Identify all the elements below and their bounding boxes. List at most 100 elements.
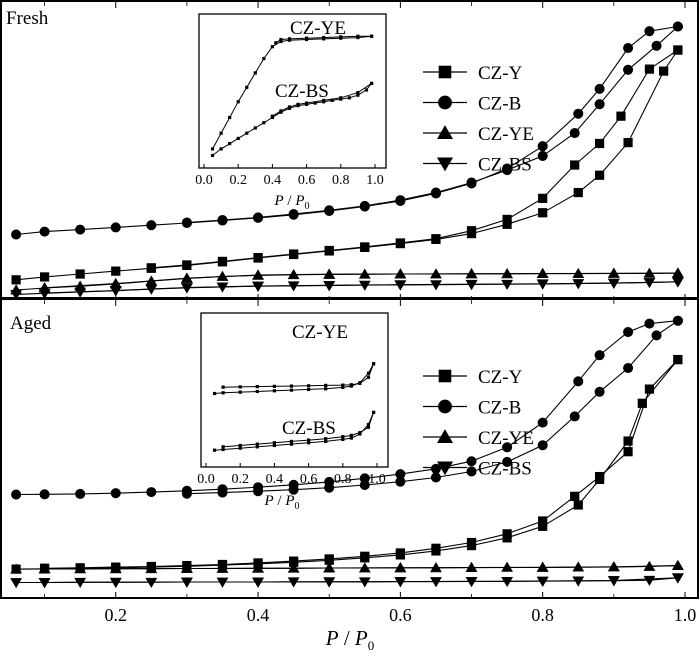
- fresh-cz-b-desorption-point-0: [672, 21, 683, 32]
- aged-plot-area: [10, 315, 684, 589]
- fresh-cz-y-desorption-point-11: [324, 245, 334, 256]
- aged-inset-cz-ye-desorption-point-5: [324, 383, 328, 387]
- fresh-legend-marker-cz-ye: [436, 125, 454, 139]
- aged-cz-bs-desorption-point-8: [109, 577, 122, 588]
- aged-inset-cz-ye-desorption-point-0: [371, 362, 376, 366]
- aged-cz-bs-adsorption-point-8: [287, 577, 300, 588]
- aged-cz-b-desorption-point-4: [569, 411, 580, 422]
- fresh-inset-cz-bs-adsorption-point-2: [228, 142, 232, 146]
- fresh-cz-y-desorption-point-7: [466, 226, 477, 236]
- aged-cz-bs-adsorption-point-10: [358, 577, 371, 588]
- aged-cz-ye-adsorption-point-10: [358, 562, 371, 573]
- aged-cz-ye-adsorption-point-16: [572, 561, 585, 572]
- aged-cz-bs-desorption-point-2: [536, 576, 549, 587]
- fresh-legend-marker-cz-y: [438, 65, 452, 79]
- aged-inset-cz-ye-desorption-point-6: [307, 384, 311, 388]
- aged-inset-cz-bs-desorption-point-9: [255, 442, 259, 446]
- fresh-cz-bs-desorption-point-2: [536, 279, 549, 290]
- fresh-cz-y-adsorption-point-18: [623, 138, 633, 148]
- fresh-inset-xtick-label-2: 0.4: [264, 173, 282, 188]
- fresh-legend-label-cz-bs: CZ-BS: [478, 155, 532, 176]
- aged-cz-bs-adsorption-point-16: [572, 576, 585, 587]
- fresh-inset-xtick-label-5: 1.0: [366, 173, 384, 188]
- fresh-cz-bs-adsorption-point-2: [74, 287, 87, 298]
- fresh-inset-cz-ye-adsorption-point-7: [270, 45, 274, 49]
- aged-panel-frame: [0, 298, 699, 599]
- aged-cz-y-adsorption-point-16: [573, 500, 583, 510]
- aged-inset-cz-bs-adsorption-point-2: [238, 446, 242, 450]
- aged-inset-label-cz-ye: CZ-YE: [292, 322, 348, 343]
- aged-legend-marker-cz-ye: [436, 429, 454, 444]
- fresh-cz-bs-desorption-point-7: [180, 283, 193, 294]
- aged-inset-cz-ye-adsorption-point-0: [212, 391, 217, 396]
- aged-inset-cz-ye-desorption-point-7: [289, 384, 294, 388]
- fresh-inset-cz-ye-desorption-point-4: [305, 36, 309, 40]
- fresh-cz-bs-desorption-point-5: [323, 280, 336, 292]
- fresh-cz-b-desorption-point-11: [324, 205, 335, 216]
- fresh-cz-y-desorption-point-0: [673, 45, 683, 55]
- aged-inset-cz-bs-adsorption-point-6: [307, 441, 311, 445]
- aged-cz-bs-adsorption-point-6: [216, 577, 229, 588]
- fresh-cz-ye-desorption-point-1: [607, 267, 620, 278]
- aged-cz-bs-desorption-point-4: [394, 577, 407, 588]
- aged-inset: CZ-YE CZ-BS 0.0 0.2 0.4 0.6 0.8 1.0 P / P0: [197, 312, 389, 512]
- fresh-legend-label-cz-b: CZ-B: [478, 94, 521, 115]
- fresh-cz-ye-desorption-point-3: [465, 268, 478, 279]
- fresh-cz-y-desorption-point-12: [289, 249, 299, 259]
- fresh-panel-label: Fresh: [6, 8, 49, 29]
- fresh-cz-b-desorption-point-3: [594, 99, 605, 110]
- fresh-inset-cz-ye-desorption-point-0: [369, 34, 374, 38]
- fresh-inset-xlabel-sub: 0: [305, 201, 310, 212]
- fresh-cz-bs-adsorption-point-0: [10, 290, 23, 301]
- fresh-cz-ye-adsorption-point-18: [643, 267, 656, 278]
- fresh-inset-cz-bs-desorption-point-3: [322, 98, 326, 103]
- fresh-inset-cz-ye-desorption-point-2: [339, 35, 343, 39]
- aged-cz-bs-desorption-point-9: [38, 578, 51, 589]
- aged-cz-y-desorption-point-6: [502, 529, 512, 539]
- fresh-inset-cz-bs-desorption-point-4: [305, 101, 309, 105]
- aged-inset-cz-ye-adsorption-point-4: [272, 389, 276, 393]
- aged-inset-cz-bs-adsorption-point-7: [324, 439, 328, 444]
- fresh-inset-cz-bs-adsorption-point-4: [245, 131, 249, 135]
- fresh-inset-cz-bs-desorption-point-6: [287, 105, 292, 109]
- aged-inset-xlabel-sep: /: [274, 493, 286, 509]
- fresh-inset-xlabel: P / P0: [273, 193, 309, 212]
- aged-inset-cz-ye-adsorption-point-11: [366, 371, 371, 375]
- fresh-inset-cz-bs-adsorption-point-14: [330, 98, 334, 103]
- aged-inset-xlabel: P / P0: [263, 493, 299, 512]
- x-axis-ticks: 0.2 0.4 0.6 0.8 1.0: [44, 2, 697, 625]
- aged-inset-cz-ye-adsorption-point-8: [341, 385, 345, 390]
- fresh-inset-cz-ye-desorption-point-1: [356, 34, 360, 38]
- fresh-cz-bs-adsorption-point-16: [572, 279, 585, 290]
- aged-inset-cz-ye-adsorption-point-6: [307, 387, 311, 392]
- fresh-cz-b-adsorption-point-2: [75, 224, 86, 235]
- x-axis-title-sub: 0: [368, 638, 375, 653]
- fresh-cz-ye-adsorption-point-16: [572, 267, 585, 278]
- aged-inset-cz-bs-desorption-point-2: [358, 431, 362, 435]
- aged-cz-ye-desorption-point-5: [323, 562, 336, 573]
- aged-cz-b-desorption-point-15: [181, 488, 192, 499]
- aged-cz-ye-adsorption-point-4: [145, 562, 158, 574]
- aged-cz-b-desorption-point-7: [466, 466, 477, 477]
- fresh-inset-cz-bs-desorption-point-7: [279, 109, 283, 113]
- fresh-cz-y-desorption-point-9: [395, 238, 405, 248]
- fresh-inset-cz-bs-desorption-point-2: [339, 96, 343, 100]
- aged-cz-bs-desorption-point-1: [607, 576, 620, 587]
- fresh-cz-ye-desorption-point-2: [536, 267, 549, 278]
- aged-cz-ye-adsorption-point-8: [287, 562, 300, 573]
- fresh-cz-bs-desorption-point-3: [465, 279, 478, 290]
- fresh-cz-b-desorption-point-1: [651, 40, 662, 51]
- x-tick-label-1-0: 1.0: [674, 605, 697, 625]
- fresh-cz-b-desorption-line: [186, 26, 679, 224]
- aged-cz-bs-desorption-point-0: [671, 573, 684, 584]
- aged-cz-ye-desorption-point-1: [607, 561, 620, 572]
- fresh-inset-xlabel-p0: P: [294, 193, 304, 209]
- aged-inset-cz-bs-desorption-point-1: [366, 425, 371, 429]
- fresh-cz-bs-desorption-point-4: [394, 280, 407, 291]
- fresh-inset-cz-bs-adsorption-point-17: [356, 93, 360, 97]
- fresh-inset-label-cz-bs: CZ-BS: [275, 81, 329, 102]
- aged-cz-ye-adsorption-point-2: [74, 563, 87, 574]
- fresh-legend-label-cz-ye: CZ-YE: [478, 124, 534, 145]
- fresh-inset-cz-ye-desorption-point-6: [279, 37, 283, 42]
- aged-inset-cz-bs-desorption-point-0: [371, 410, 376, 414]
